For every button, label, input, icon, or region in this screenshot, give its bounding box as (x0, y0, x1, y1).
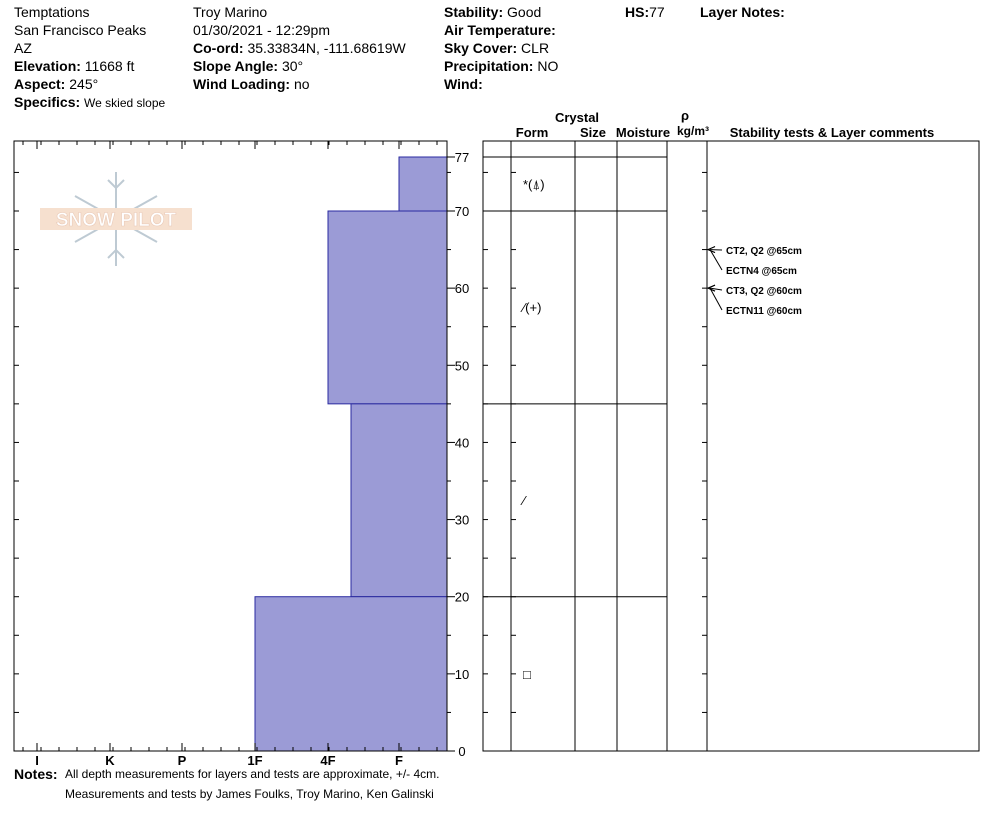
depth-label-0: 0 (458, 744, 465, 759)
specifics-row: Specifics: We skied slope (14, 93, 165, 112)
hardness-bar-0 (398, 156, 448, 212)
observer: Troy Marino (193, 4, 268, 20)
layer-notes-label: Layer Notes: (700, 4, 785, 20)
depth-label-30: 30 (455, 513, 469, 528)
depth-label-50: 50 (455, 358, 469, 373)
hardness-label-1F: 1F (247, 753, 262, 768)
datetime: 01/30/2021 - 12:29pm (193, 22, 330, 38)
stability-test-label: ECTN4 @65cm (726, 266, 797, 277)
crystal-form-2: ⁄ (520, 493, 527, 508)
precip-label: Precipitation: (444, 58, 534, 74)
test-arrow (709, 287, 723, 311)
size-header: Size (580, 125, 606, 140)
location-name: Temptations (14, 4, 90, 20)
slope-row: Slope Angle: 30° (193, 57, 303, 75)
notes-line-1: All depth measurements for layers and te… (65, 767, 440, 781)
hardness-bar-1 (327, 210, 448, 405)
hardness-label-4F: 4F (320, 753, 335, 768)
rho-header: ρ (681, 108, 689, 123)
coord-label: Co-ord: (193, 40, 244, 56)
logo-text: SNOW PILOT (56, 210, 177, 231)
stability-test-label: ECTN11 @60cm (726, 306, 802, 317)
air-temp-label: Air Temperature: (444, 22, 556, 38)
sky-label: Sky Cover: (444, 40, 518, 56)
hardness-plot-frame (13, 140, 448, 752)
aspect-row: Aspect: 245° (14, 75, 98, 93)
depth-label-20: 20 (455, 590, 469, 605)
slope-label: Slope Angle: (193, 58, 279, 74)
hardness-bar-2 (350, 403, 448, 598)
crystal-form-0: *(⍋) (523, 177, 545, 192)
logo-banner (40, 208, 192, 230)
crystal-header: Crystal (555, 110, 599, 125)
hs-value: 77 (649, 4, 665, 20)
wind-loading-label: Wind Loading: (193, 76, 291, 92)
coord-value: 35.33834N, -111.68619W (247, 40, 406, 56)
snowpilot-logo: SNOW PILOT (40, 172, 192, 266)
precip-value: NO (537, 58, 559, 74)
wind-label: Wind: (444, 76, 483, 92)
moisture-header: Moisture (616, 125, 670, 140)
sky-row: Sky Cover: CLR (444, 39, 549, 57)
hardness-label-P: P (178, 753, 187, 768)
precip-row: Precipitation: NO (444, 57, 558, 75)
depth-label-40: 40 (455, 435, 469, 450)
depth-label-70: 70 (455, 204, 469, 219)
stability-test-label: CT3, Q2 @60cm (726, 286, 802, 297)
hardness-bar-3 (254, 596, 448, 752)
hs-label: HS: (625, 4, 650, 20)
wind-loading-value: no (293, 76, 310, 92)
slope-value: 30° (281, 58, 304, 74)
coord-row: Co-ord: 35.33834N, -111.68619W (193, 39, 406, 57)
hardness-label-F: F (395, 753, 403, 768)
test-arrow (709, 287, 723, 291)
hardness-label-K: K (105, 753, 115, 768)
sky-value: CLR (521, 40, 550, 56)
stability-label: Stability: (444, 4, 504, 20)
stability-value: Good (507, 4, 542, 20)
state: AZ (14, 40, 32, 56)
test-arrow-head (706, 284, 716, 292)
elevation-row: Elevation: 11668 ft (14, 57, 134, 75)
elevation-value: 11668 ft (84, 58, 135, 74)
specifics-value: We skied slope (84, 96, 166, 110)
aspect-value: 245° (69, 76, 99, 92)
depth-label-10: 10 (455, 667, 469, 682)
elevation-label: Elevation: (14, 58, 81, 74)
aspect-label: Aspect: (14, 76, 66, 92)
notes-label: Notes: (14, 766, 58, 782)
depth-label-60: 60 (455, 281, 469, 296)
test-arrow (709, 249, 723, 271)
specifics-label: Specifics: (14, 94, 81, 110)
test-arrow-head (706, 246, 716, 254)
notes-line-2: Measurements and tests by James Foulks, … (65, 787, 434, 801)
hardness-label-I: I (35, 753, 39, 768)
crystal-form-1: ⁄(+) (520, 300, 541, 315)
crystal-form-3: □ (523, 667, 531, 682)
comments-header: Stability tests & Layer comments (730, 125, 934, 140)
hs-row: HS:77 (625, 3, 665, 21)
stability-test-label: CT2, Q2 @65cm (726, 246, 802, 257)
stability-row: Stability: Good (444, 3, 541, 21)
range-name: San Francisco Peaks (14, 22, 147, 38)
density-unit-header: kg/m³ (677, 124, 709, 138)
form-header: Form (516, 125, 549, 140)
depth-label-77: 77 (455, 150, 469, 165)
wind-loading-row: Wind Loading: no (193, 75, 310, 93)
layer-table-frame (482, 140, 980, 752)
